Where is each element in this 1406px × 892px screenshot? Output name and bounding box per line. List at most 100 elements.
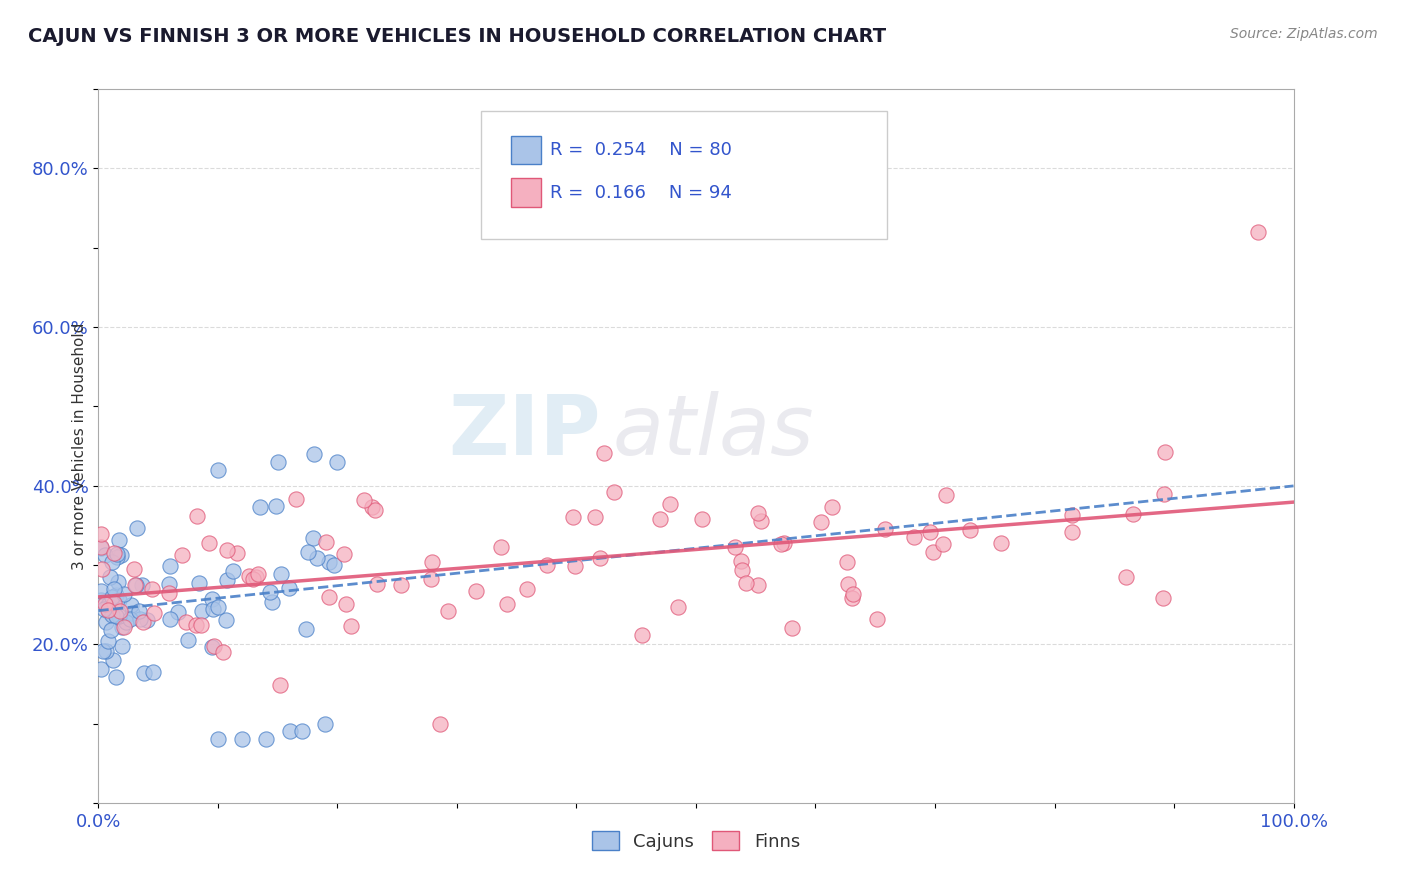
Point [105, 550, 128, 565]
Point [100, 623, 122, 637]
Point [207, 600, 229, 615]
Point [270, 567, 292, 582]
Point [723, 540, 745, 554]
Point [217, 573, 239, 587]
Point [108, 592, 131, 607]
Point [302, 532, 325, 546]
Point [340, 619, 363, 633]
Point [583, 510, 606, 524]
Point [588, 551, 610, 566]
Point [131, 578, 153, 592]
Point [125, 577, 148, 591]
Point [225, 546, 247, 560]
Point [837, 577, 859, 591]
Point [91, 643, 114, 657]
Point [101, 555, 124, 569]
Point [110, 548, 132, 562]
Point [112, 587, 135, 601]
Point [110, 620, 132, 634]
Text: R =  0.254    N = 80: R = 0.254 N = 80 [550, 141, 733, 159]
Point [104, 588, 127, 602]
Bar [510, 178, 541, 207]
Point [692, 512, 714, 526]
Point [810, 516, 832, 530]
Point [420, 555, 443, 569]
Point [212, 644, 235, 658]
Point [747, 506, 769, 520]
Point [922, 544, 945, 558]
Point [1062, 524, 1084, 539]
Point [990, 536, 1012, 550]
Point [1060, 508, 1083, 523]
Point [735, 575, 758, 590]
Point [120, 598, 142, 612]
Text: R =  0.166    N = 94: R = 0.166 N = 94 [550, 184, 733, 202]
Point [186, 618, 208, 632]
Point [260, 595, 283, 609]
Point [353, 493, 375, 508]
Text: CAJUN VS FINNISH 3 OR MORE VEHICLES IN HOUSEHOLD CORRELATION CHART: CAJUN VS FINNISH 3 OR MORE VEHICLES IN H… [28, 27, 886, 45]
Point [254, 732, 277, 747]
Point [90, 541, 112, 555]
Point [302, 447, 325, 461]
Point [318, 591, 340, 605]
Point [821, 500, 844, 514]
Point [174, 615, 197, 629]
Point [291, 724, 314, 739]
Point [97, 605, 120, 619]
Point [201, 591, 224, 606]
Point [666, 600, 689, 615]
Point [322, 558, 344, 573]
Point [297, 544, 319, 558]
Point [242, 572, 264, 586]
Point [749, 515, 772, 529]
Point [190, 617, 212, 632]
Point [98, 569, 121, 583]
Text: ZIP: ZIP [449, 392, 600, 472]
Point [128, 612, 150, 626]
Legend: Cajuns, Finns: Cajuns, Finns [585, 824, 807, 858]
Point [464, 583, 486, 598]
Point [170, 548, 193, 562]
Point [121, 607, 143, 621]
FancyBboxPatch shape [481, 111, 887, 239]
Point [187, 575, 209, 590]
Point [167, 605, 190, 619]
Point [249, 500, 271, 514]
Point [177, 633, 200, 648]
Point [259, 585, 281, 599]
Point [143, 606, 166, 620]
Point [215, 613, 238, 627]
Text: Source: ZipAtlas.com: Source: ZipAtlas.com [1230, 27, 1378, 41]
Point [157, 577, 180, 591]
Point [315, 716, 337, 731]
Point [201, 640, 224, 655]
Point [305, 551, 328, 566]
Point [111, 639, 134, 653]
Point [496, 597, 519, 611]
Point [202, 602, 225, 616]
Point [91, 562, 114, 576]
Point [132, 615, 155, 630]
Point [1122, 507, 1144, 521]
Point [90, 583, 112, 598]
Point [1152, 591, 1174, 605]
Point [489, 541, 512, 555]
Point [103, 596, 125, 610]
Point [107, 575, 129, 590]
Point [630, 628, 652, 642]
Point [96, 644, 118, 658]
Point [866, 612, 889, 626]
Point [315, 535, 337, 549]
Point [516, 582, 538, 596]
Point [932, 537, 955, 551]
Point [267, 455, 290, 469]
Point [97, 598, 120, 612]
Point [363, 503, 385, 517]
Point [747, 578, 769, 592]
Point [105, 608, 128, 623]
Point [648, 512, 671, 526]
Point [429, 716, 451, 731]
Point [207, 732, 229, 747]
Point [107, 609, 129, 624]
